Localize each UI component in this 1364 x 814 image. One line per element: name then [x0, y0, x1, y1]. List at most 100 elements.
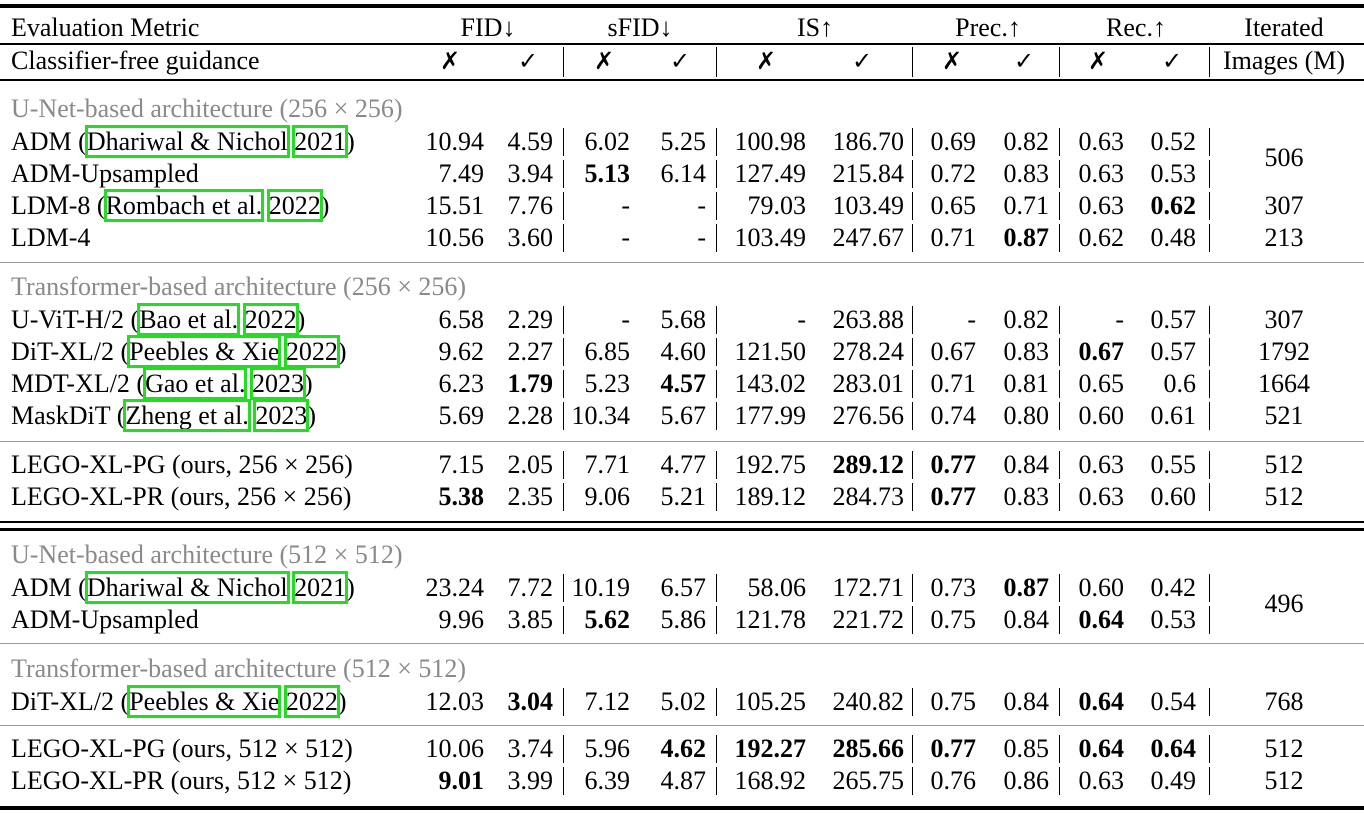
metric-value: 0.49 — [1150, 766, 1197, 795]
metric-value: 10.19 — [571, 573, 631, 602]
metric-value: 6.57 — [660, 573, 707, 602]
citation-author-link[interactable]: Zheng et al. — [123, 399, 251, 432]
header-separator — [716, 47, 717, 77]
metric-value: 5.67 — [660, 401, 707, 430]
method-label-end: ) — [303, 369, 313, 398]
column-separator — [1209, 402, 1210, 430]
citation-year-link[interactable]: 2021 — [292, 125, 349, 158]
iterated-images-value: 512 — [1264, 734, 1304, 763]
metric-value: 0.64 — [1078, 734, 1125, 763]
table-row: LEGO-XL-PG (ours, 256 × 256) 7.15 2.05 7.71… — [0, 449, 1364, 481]
method-name: LEGO-XL-PG (ours, 512 × 512) — [11, 733, 353, 765]
citation-author-link[interactable]: Peebles & Xie — [127, 335, 282, 368]
citation-author-link[interactable]: Peebles & Xie — [127, 685, 282, 718]
metric-value: 0.77 — [930, 734, 977, 763]
metric-value: 103.49 — [832, 191, 905, 220]
metric-value: 5.25 — [660, 127, 707, 156]
metric-value: 7.15 — [438, 450, 485, 479]
method-label: DiT-XL/2 ( — [11, 687, 130, 716]
metric-value: - — [621, 305, 630, 334]
column-separator — [716, 767, 717, 795]
metric-value: 5.02 — [660, 687, 707, 716]
iterated-images-value: 1664 — [1258, 369, 1310, 398]
column-separator — [912, 338, 913, 366]
table-row: DiT-XL/2 (Peebles & Xie 2022) 12.03 3.04 7.… — [0, 685, 1364, 718]
metric-value: 0.61 — [1150, 401, 1197, 430]
metric-value: 0.74 — [930, 401, 977, 430]
metric-value: 0.63 — [1078, 159, 1125, 188]
method-label-end: ) — [337, 687, 347, 716]
column-separator — [716, 160, 717, 188]
method-label-end: ) — [346, 573, 355, 602]
column-separator — [912, 402, 913, 430]
citation-author-link[interactable]: Dhariwal & Nichol — [84, 125, 290, 158]
metric-value: 7.72 — [507, 573, 554, 602]
header-row-cfg: Classifier-free guidance ✗ ✓ ✗ ✓ ✗ ✓ ✗ ✓… — [0, 45, 1364, 77]
citation-author-link[interactable]: Bao et al. — [137, 303, 241, 336]
citation-year-link[interactable]: 2023 — [249, 367, 306, 400]
metric-value: 289.12 — [832, 450, 905, 479]
check-icon: ✓ — [851, 47, 873, 75]
citation-author-link[interactable]: Rombach et al. — [103, 189, 265, 222]
metric-value: 6.14 — [660, 159, 707, 188]
metric-value: 0.60 — [1078, 401, 1125, 430]
table-row: MaskDiT (Zheng et al. 2023) 5.69 2.28 10.34… — [0, 399, 1364, 432]
metric-value: 0.62 — [1150, 191, 1197, 220]
method-label: LDM-8 ( — [11, 191, 106, 220]
metric-value: 276.56 — [832, 401, 905, 430]
metric-value: 0.71 — [930, 223, 977, 252]
citation-author-link[interactable]: Dhariwal & Nichol — [84, 571, 290, 604]
metric-value: 0.54 — [1150, 687, 1197, 716]
metric-value: - — [621, 191, 630, 220]
metric-value: 5.21 — [660, 482, 707, 511]
cfg-label: Classifier-free guidance — [11, 46, 260, 75]
citation-year-link[interactable]: 2022 — [242, 303, 299, 336]
iterated-images-value: 512 — [1264, 482, 1304, 511]
citation-year-link[interactable]: 2022 — [266, 189, 323, 222]
metric-value: 0.60 — [1078, 573, 1125, 602]
method-label: LDM-4 — [11, 223, 91, 252]
metric-value: 0.76 — [930, 766, 977, 795]
table-row: LEGO-XL-PR (ours, 512 × 512) 9.01 3.99 6.39… — [0, 765, 1364, 797]
table-row: ADM (Dhariwal & Nichol 2021) 23.24 7.72 10.… — [0, 571, 1364, 618]
column-separator — [1209, 688, 1210, 716]
citation-year-link[interactable]: 2023 — [253, 399, 310, 432]
column-separator — [1059, 402, 1060, 430]
column-separator — [912, 483, 913, 511]
column-separator — [563, 192, 564, 220]
metric-value: 0.77 — [930, 482, 977, 511]
method-name: MaskDiT (Zheng et al. 2023) — [11, 399, 316, 432]
column-separator — [1059, 370, 1060, 398]
metric-value: 103.49 — [734, 223, 807, 252]
metric-value: 0.69 — [930, 127, 977, 156]
citation-year-link[interactable]: 2022 — [283, 685, 340, 718]
column-separator — [563, 735, 564, 763]
method-label-end: ) — [337, 337, 347, 366]
metric-value: 0.6 — [1163, 369, 1197, 398]
metric-value: 5.38 — [438, 482, 485, 511]
metric-value: 0.84 — [1003, 687, 1050, 716]
metric-value: 0.63 — [1078, 127, 1125, 156]
metric-value: 3.04 — [507, 687, 554, 716]
method-label: LEGO-XL-PR (ours, 256 × 256) — [11, 482, 352, 511]
section-divider — [0, 725, 1364, 726]
column-separator — [912, 128, 913, 156]
method-label: LEGO-XL-PG (ours, 512 × 512) — [11, 734, 353, 763]
metric-value: 0.71 — [1003, 191, 1050, 220]
citation-year-link[interactable]: 2022 — [283, 335, 340, 368]
metric-value: 168.92 — [734, 766, 807, 795]
metric-value: 0.80 — [1003, 401, 1050, 430]
column-separator — [1209, 128, 1210, 156]
column-separator — [716, 451, 717, 479]
citation-year-link[interactable]: 2021 — [292, 571, 349, 604]
citation-author-link[interactable]: Gao et al. — [143, 367, 248, 400]
column-separator — [563, 338, 564, 366]
metric-value: 284.73 — [832, 482, 905, 511]
metric-value: 0.71 — [930, 369, 977, 398]
check-icon: ✓ — [1161, 47, 1183, 75]
metric-value: 143.02 — [734, 369, 807, 398]
metric-value: 0.82 — [1003, 305, 1050, 334]
metric-value: 4.62 — [660, 734, 707, 763]
metric-value: 192.27 — [734, 734, 807, 763]
metric-value: 23.24 — [425, 573, 485, 602]
